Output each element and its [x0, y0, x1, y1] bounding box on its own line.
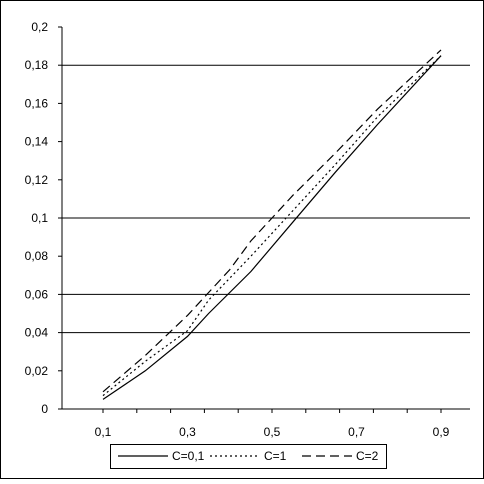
series-line-0	[102, 55, 442, 400]
legend-label-1: C=1	[264, 449, 287, 463]
y-tick-label-5: 0,1	[31, 211, 48, 225]
series-lines	[102, 49, 442, 400]
y-tick-label-3: 0,06	[25, 287, 49, 301]
legend-label-0: C=0,1	[172, 449, 205, 463]
x-tick-label-3: 0,7	[348, 425, 365, 439]
y-tick-label-6: 0,12	[25, 173, 49, 187]
x-tick-label-1: 0,3	[179, 425, 196, 439]
x-tick-label-2: 0,5	[264, 425, 281, 439]
x-tick-label-0: 0,1	[95, 425, 112, 439]
legend-label-2: C=2	[356, 449, 379, 463]
series-line-1	[102, 55, 442, 397]
y-tick-label-0: 0	[41, 402, 48, 416]
x-tick-label-4: 0,9	[433, 425, 450, 439]
legend: C=0,1 C=1 C=2	[110, 444, 387, 469]
y-tick-label-10: 0,2	[31, 20, 48, 34]
gridlines	[62, 64, 470, 334]
y-tick-label-8: 0,16	[25, 96, 49, 110]
y-axis-tick-labels: 0 0,02 0,04 0,06 0,08 0,1 0,12 0,14 0,16 0,18 0,2	[25, 20, 62, 416]
x-axis-tick-labels: 0,1 0,3 0,5 0,7 0,9	[95, 409, 450, 439]
y-tick-label-4: 0,08	[25, 249, 49, 263]
y-tick-label-9: 0,18	[25, 58, 49, 72]
series-line-2	[102, 49, 442, 393]
y-tick-label-7: 0,14	[25, 135, 49, 149]
y-tick-label-2: 0,04	[25, 326, 49, 340]
y-tick-label-1: 0,02	[25, 364, 49, 378]
